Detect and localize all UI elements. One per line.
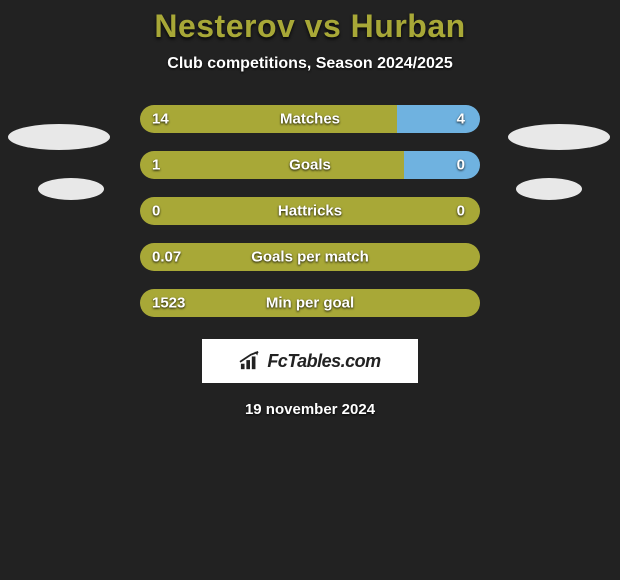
logo-box: FcTables.com xyxy=(202,339,418,383)
stat-value-right: 4 xyxy=(457,111,465,128)
stat-bar-left xyxy=(140,105,397,133)
stat-row: Goals 1 0 xyxy=(0,151,620,179)
stat-label: Matches xyxy=(280,111,340,128)
stat-label: Goals xyxy=(289,157,331,174)
player-placeholder xyxy=(38,178,104,200)
stat-label: Min per goal xyxy=(266,295,354,312)
stat-value-left: 0.07 xyxy=(152,249,181,266)
stat-bar-right xyxy=(397,105,480,133)
stat-row: Goals per match 0.07 xyxy=(0,243,620,271)
bar-chart-icon xyxy=(239,351,261,371)
stat-value-right: 0 xyxy=(457,157,465,174)
stat-row: Min per goal 1523 xyxy=(0,289,620,317)
stat-label: Goals per match xyxy=(251,249,369,266)
stat-label: Hattricks xyxy=(278,203,342,220)
stat-value-left: 1 xyxy=(152,157,160,174)
player-placeholder xyxy=(508,124,610,150)
date-line: 19 november 2024 xyxy=(0,401,620,418)
page-subtitle: Club competitions, Season 2024/2025 xyxy=(0,55,620,73)
stat-value-left: 0 xyxy=(152,203,160,220)
comparison-infographic: Nesterov vs Hurban Club competitions, Se… xyxy=(0,0,620,418)
stat-bar-left xyxy=(140,151,404,179)
page-title: Nesterov vs Hurban xyxy=(0,8,620,45)
stat-value-left: 1523 xyxy=(152,295,185,312)
stat-row: Hattricks 0 0 xyxy=(0,197,620,225)
stat-bar-right xyxy=(404,151,481,179)
stat-value-right: 0 xyxy=(457,203,465,220)
stat-value-left: 14 xyxy=(152,111,169,128)
logo-text: FcTables.com xyxy=(267,351,380,372)
player-placeholder xyxy=(8,124,110,150)
player-placeholder xyxy=(516,178,582,200)
